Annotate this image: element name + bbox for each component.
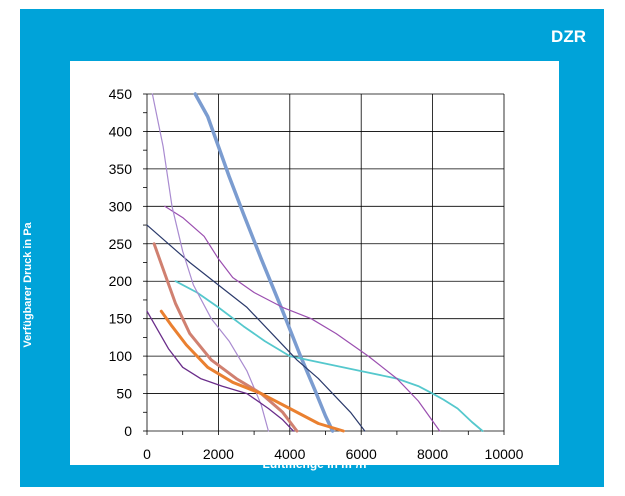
y-tick-label: 150: [109, 311, 133, 327]
y-tick-label: 100: [109, 348, 133, 364]
series-line-1: [193, 92, 335, 433]
x-tick-label: 4000: [274, 446, 305, 462]
y-tick-label: 250: [109, 236, 133, 252]
series-line-6: [152, 242, 299, 433]
x-tick-label: 6000: [346, 446, 377, 462]
x-tick-label: 2000: [203, 446, 234, 462]
y-tick-label: 0: [124, 423, 132, 439]
y-tick-label: 450: [109, 86, 133, 102]
series-line-7: [159, 309, 345, 433]
y-tick-label: 400: [109, 123, 133, 139]
x-tick-label: 0: [143, 446, 151, 462]
x-tick-label: 10000: [485, 446, 524, 462]
x-tick-label: 8000: [417, 446, 448, 462]
plot-background: [147, 94, 504, 431]
x-axis-label: Luftmenge in m³/h: [262, 457, 367, 471]
series-line-8: [146, 310, 295, 432]
y-tick-label: 50: [116, 386, 132, 402]
series-line-4: [164, 205, 441, 432]
chart-title: DZR: [551, 27, 586, 46]
y-tick-label: 300: [109, 198, 133, 214]
series-line-2: [174, 280, 484, 432]
series-line-3: [146, 224, 366, 432]
y-tick-label: 200: [109, 273, 133, 289]
y-tick-label: 350: [109, 161, 133, 177]
